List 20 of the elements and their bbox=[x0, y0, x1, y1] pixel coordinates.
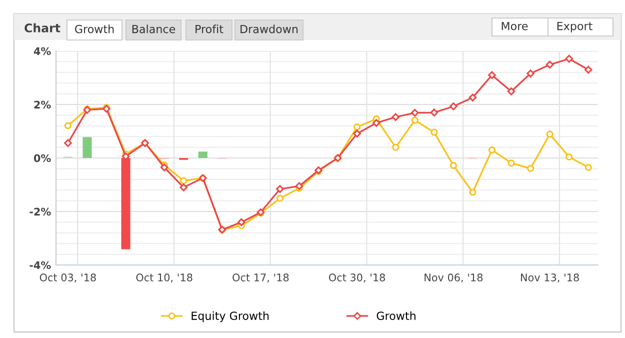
legend-label: Equity Growth bbox=[192, 311, 269, 322]
x-tick-label: Oct 30, '18 bbox=[328, 274, 386, 282]
y-tick-label: 2% bbox=[34, 100, 51, 109]
y-tick-label: -2% bbox=[30, 208, 51, 216]
text: More bbox=[502, 22, 528, 30]
legend-label: Growth bbox=[376, 311, 416, 320]
text: Balance bbox=[132, 24, 176, 34]
text: Growth bbox=[75, 24, 114, 34]
text: Export bbox=[557, 22, 592, 32]
text: Drawdown bbox=[240, 24, 298, 34]
x-tick-label: Oct 10, '18 bbox=[136, 274, 192, 282]
y-tick-label: 4% bbox=[34, 47, 51, 56]
y-tick-label: 0% bbox=[34, 154, 51, 162]
x-tick-label: Nov 13, '18 bbox=[521, 274, 579, 282]
x-tick-label: Oct 03, '18 bbox=[40, 274, 96, 282]
chart-title: Chart bbox=[24, 23, 60, 32]
x-tick-label: Nov 06, '18 bbox=[424, 274, 483, 282]
x-tick-label: Oct 17, '18 bbox=[232, 274, 289, 282]
text: Profit bbox=[196, 24, 224, 34]
y-tick-label: -4% bbox=[30, 261, 51, 270]
